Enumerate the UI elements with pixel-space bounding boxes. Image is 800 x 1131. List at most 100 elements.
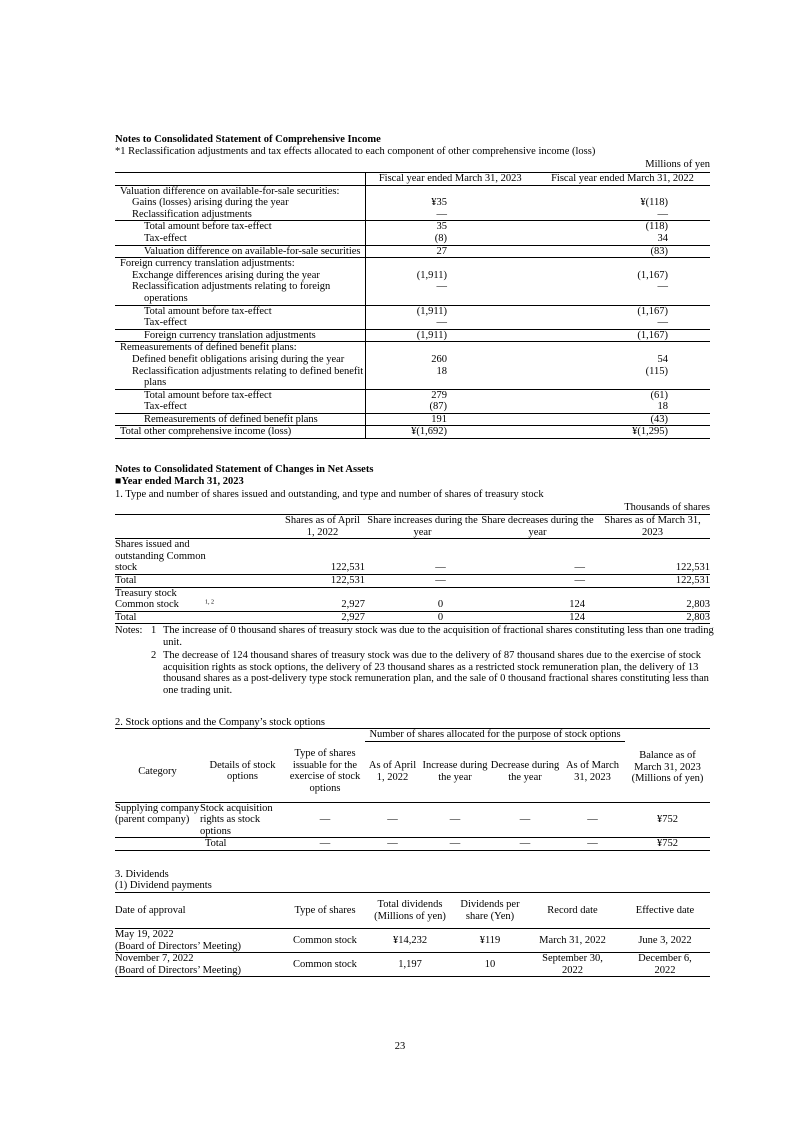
row-label: Gains (losses) arising during the year bbox=[132, 197, 289, 209]
table-header-row: Shares as of April 1, 2022 Share increase… bbox=[115, 514, 710, 540]
row-label: Total amount before tax-effect bbox=[144, 305, 272, 317]
stock-options-title: 2. Stock options and the Company’s stock… bbox=[115, 717, 325, 728]
value-2022 bbox=[535, 342, 710, 354]
table-row: Total other comprehensive income (loss) ¥… bbox=[115, 425, 710, 439]
column-header: As of March 31, 2023 bbox=[560, 741, 625, 803]
comprehensive-income-table: Fiscal year ended March 31, 2023 Fiscal y… bbox=[115, 172, 710, 440]
value-cell: — bbox=[480, 574, 595, 588]
value-cell: 0 bbox=[365, 587, 480, 612]
value-2022 bbox=[535, 258, 710, 270]
value-2023: (1,911) bbox=[364, 329, 535, 343]
table-row: Reclassification adjustments relating to… bbox=[115, 281, 710, 306]
notes-label: Notes: bbox=[115, 625, 143, 636]
table-header-row: Category Details of stock options Type of … bbox=[115, 741, 710, 803]
page-number: 23 bbox=[394, 1041, 406, 1052]
column-header: Category bbox=[115, 741, 200, 803]
table-row: Total 122,531— —122,531 bbox=[115, 574, 710, 588]
row-label: Total other comprehensive income (loss) bbox=[120, 426, 292, 438]
note-number: 2 bbox=[151, 650, 157, 662]
value-cell: — bbox=[387, 838, 398, 850]
value-2022: 18 bbox=[535, 401, 710, 414]
approval-body: (Board of Directors’ Meeting) bbox=[115, 964, 242, 976]
value-2022: ¥(1,295) bbox=[632, 426, 668, 438]
table-row: Total amount before tax-effect (1,911) (1,… bbox=[115, 305, 710, 318]
column-header: Total dividends (Millions of yen) bbox=[365, 892, 455, 929]
dividends-subtitle: (1) Dividend payments bbox=[115, 880, 212, 891]
note-number: 1 bbox=[151, 625, 157, 636]
table-row: Treasury stock Common stock 1, 2 2,927 0 124… bbox=[115, 587, 710, 612]
approval-body: (Board of Directors’ Meeting) bbox=[115, 940, 242, 952]
column-header bbox=[115, 172, 365, 186]
note-item: 2 The decrease of 124 thousand shares of … bbox=[115, 650, 715, 696]
value-2023: 18 bbox=[364, 365, 535, 390]
row-label: Total bbox=[115, 611, 260, 625]
approval-cell: May 19, 2022 (Board of Directors’ Meeting… bbox=[115, 928, 285, 954]
row-label: Reclassification adjustments bbox=[115, 208, 365, 222]
value-2023: ¥35 bbox=[364, 197, 535, 209]
column-header: Type of shares issuable for the exercise… bbox=[285, 741, 365, 803]
row-label-text: Total bbox=[115, 611, 137, 623]
year-heading-text: Year ended March 31, 2023 bbox=[121, 476, 244, 487]
type-cell: Common stock bbox=[285, 928, 365, 954]
details-cell: Stock acquisition rights as stock option… bbox=[200, 802, 285, 839]
value-cell: 2,803 bbox=[595, 611, 710, 625]
value-2023 bbox=[364, 341, 535, 354]
shares-notes: Notes: 1 The increase of 0 thousand shares… bbox=[115, 625, 715, 697]
value-2023: (87) bbox=[364, 401, 535, 414]
square-bullet-icon: ■ bbox=[115, 476, 122, 487]
value-cell: 2,803 bbox=[595, 587, 710, 612]
value-2022: 34 bbox=[535, 232, 710, 246]
value-cell: — bbox=[519, 838, 531, 850]
value-2022: (115) bbox=[535, 365, 710, 390]
table-row: Shares issued and outstanding Common sto… bbox=[115, 538, 710, 575]
value-2022: (83) bbox=[535, 245, 710, 259]
table-row: Total amount before tax-effect 279 (61) bbox=[115, 389, 710, 402]
value-2023: ¥(1,692) bbox=[364, 425, 535, 439]
row-label: Reclassification adjustments relating to… bbox=[115, 365, 365, 390]
value-2022: (1,167) bbox=[637, 305, 668, 317]
value-cell: — bbox=[449, 838, 461, 850]
table-row: Foreign currency translation adjustments… bbox=[115, 257, 710, 270]
total-row: Total — — — — — ¥752 bbox=[115, 838, 710, 851]
table-row: Exchange differences arising during the … bbox=[115, 269, 710, 282]
row-label-text: Shares issued and outstanding Common sto… bbox=[115, 539, 206, 574]
table-row: Total 2,927 0 124 2,803 bbox=[115, 611, 710, 625]
value-cell: 0 bbox=[365, 611, 480, 625]
row-label: Total amount before tax-effect bbox=[144, 221, 272, 233]
column-header: Type of shares bbox=[285, 892, 365, 929]
table-header-row: Fiscal year ended March 31, 2023 Fiscal y… bbox=[115, 172, 710, 186]
value-cell: — bbox=[365, 538, 480, 575]
table-row: Supplying company (parent company) Stock … bbox=[115, 802, 710, 839]
row-label: Foreign currency translation adjustments… bbox=[120, 258, 295, 270]
column-header: Balance as of March 31, 2023 (Millions o… bbox=[625, 728, 710, 803]
value-2023: — bbox=[364, 281, 535, 306]
value-cell: 124 bbox=[480, 587, 595, 612]
table-header-row: Date of approval Type of shares Total divi… bbox=[115, 892, 710, 929]
table-row: May 19, 2022 (Board of Directors’ Meeting… bbox=[115, 928, 710, 954]
shares-table: Shares as of April 1, 2022 Share increase… bbox=[115, 514, 710, 625]
dividends-title: 3. Dividends bbox=[115, 869, 169, 880]
table-row: Valuation difference on available-for-sa… bbox=[115, 245, 710, 259]
value-2022: (118) bbox=[645, 221, 668, 233]
row-label: Exchange differences arising during the … bbox=[132, 269, 320, 281]
shares-unit: Thousands of shares bbox=[624, 502, 710, 513]
column-header: Details of stock options bbox=[200, 741, 285, 803]
per-share-cell: ¥119 bbox=[455, 928, 525, 954]
value-2022: (61) bbox=[650, 389, 669, 401]
unit-label: Millions of yen bbox=[645, 159, 710, 170]
value-cell: — bbox=[490, 802, 560, 839]
table-row: Tax-effect (87) 18 bbox=[115, 401, 710, 414]
table-row: Foreign currency translation adjustments… bbox=[115, 329, 710, 343]
value-2022: (1,167) bbox=[535, 329, 710, 343]
value-2023: (1,911) bbox=[364, 305, 535, 318]
value-2023: 279 bbox=[364, 389, 535, 402]
row-label: Remeasurements of defined benefit plans bbox=[115, 413, 365, 427]
row-label: Valuation difference on available-for-sa… bbox=[120, 185, 340, 197]
effective-cell: December 6, 2022 bbox=[620, 952, 710, 978]
column-header: Increase during the year bbox=[420, 741, 490, 803]
table-row: Gains (losses) arising during the year ¥3… bbox=[115, 197, 710, 209]
column-header: Shares as of March 31, 2023 bbox=[595, 514, 710, 540]
value-cell: — bbox=[560, 802, 625, 839]
value-2023: — bbox=[364, 208, 535, 222]
value-2022: (1,167) bbox=[637, 269, 668, 281]
